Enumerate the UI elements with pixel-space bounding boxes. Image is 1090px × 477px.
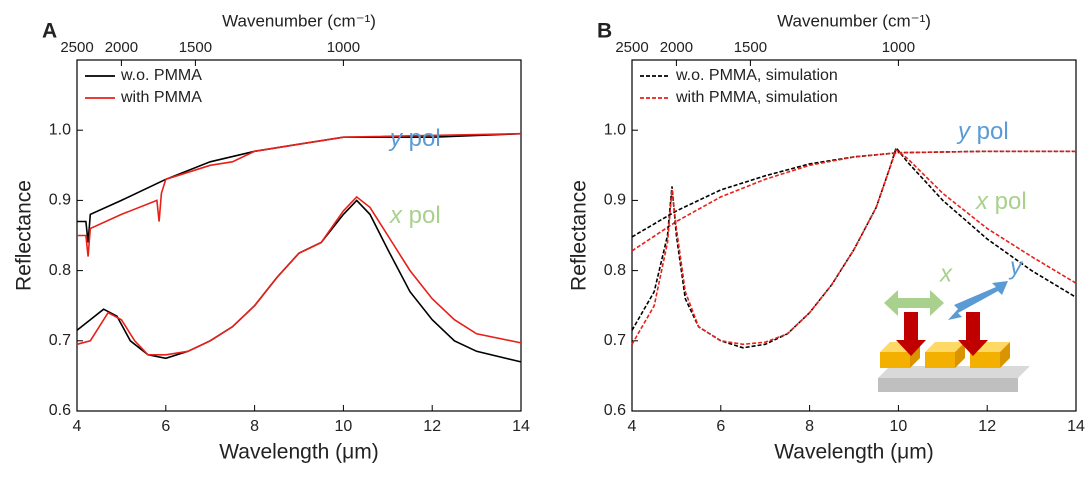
x-axis-label: Wavelength (μm) <box>219 441 379 464</box>
annotation-symbol: x <box>389 202 403 229</box>
annotation-symbol: y <box>956 118 972 145</box>
inset-label: y <box>1008 253 1024 280</box>
x-tick-label: 14 <box>1067 418 1085 435</box>
y-tick-label: 0.9 <box>49 192 71 209</box>
series-line <box>76 195 522 356</box>
series-line <box>631 148 1077 346</box>
y-axis-label: Reflectance <box>13 180 36 291</box>
annotation: y pol <box>956 118 1009 145</box>
series-line <box>77 132 522 257</box>
annotation-symbol: y <box>388 125 404 152</box>
x2-tick-label: 2000 <box>660 39 693 56</box>
plot-frame <box>76 59 522 412</box>
y-tick-label: 0.8 <box>49 262 71 279</box>
x-tick-label: 8 <box>805 418 814 435</box>
x-tick-label: 6 <box>716 418 725 435</box>
plot-frame <box>631 59 1077 412</box>
panel-label: A <box>42 20 57 43</box>
x2-tick-label: 2500 <box>60 39 93 56</box>
x-tick-label: 4 <box>73 418 82 435</box>
annotation-text: pol <box>995 188 1027 215</box>
legend-label: with PMMA <box>120 89 202 106</box>
inset-label: x <box>939 260 953 287</box>
y-tick-label: 1.0 <box>604 121 626 138</box>
x2-tick-label: 1500 <box>734 39 767 56</box>
x-tick-label: 6 <box>161 418 170 435</box>
x2-tick-label: 2000 <box>105 39 138 56</box>
panel-label: B <box>597 20 612 43</box>
annotation-space <box>402 202 409 229</box>
y-tick-label: 0.9 <box>604 192 626 209</box>
annotation-space <box>988 188 995 215</box>
series-line <box>631 150 1076 252</box>
x-tick-label: 12 <box>423 418 441 435</box>
y-tick-label: 0.6 <box>604 402 626 419</box>
x2-tick-label: 1500 <box>179 39 212 56</box>
annotation-space <box>402 125 409 152</box>
y-tick-label: 1.0 <box>49 121 71 138</box>
inset-device <box>878 281 1030 392</box>
legend-label: w.o. PMMA <box>120 67 202 84</box>
y-tick-label: 0.7 <box>49 332 71 349</box>
y-tick-label: 0.6 <box>49 402 71 419</box>
x-tick-label: 12 <box>978 418 996 435</box>
x-tick-label: 14 <box>512 418 530 435</box>
annotation-text: pol <box>409 125 441 152</box>
x2-tick-label: 1000 <box>882 39 915 56</box>
legend-label: with PMMA, simulation <box>675 89 838 106</box>
x2-tick-label: 1000 <box>327 39 360 56</box>
annotation: x pol <box>975 188 1027 215</box>
x-tick-label: 10 <box>890 418 908 435</box>
annotation-text: pol <box>977 118 1009 145</box>
x-tick-label: 4 <box>628 418 637 435</box>
series-line <box>76 199 522 363</box>
x-tick-label: 10 <box>335 418 353 435</box>
legend-label: w.o. PMMA, simulation <box>675 67 838 84</box>
x-axis-label: Wavelength (μm) <box>774 441 934 464</box>
y-tick-label: 0.7 <box>604 332 626 349</box>
annotation-space <box>970 118 977 145</box>
annotation-text: pol <box>409 202 441 229</box>
x2-tick-label: 2500 <box>615 39 648 56</box>
annotation-symbol: x <box>975 188 989 215</box>
y-tick-label: 0.8 <box>604 262 626 279</box>
y-axis-label: Reflectance <box>568 180 591 291</box>
annotation: y pol <box>388 125 441 152</box>
x2-axis-label: Wavenumber (cm⁻¹) <box>222 11 376 30</box>
x2-axis-label: Wavenumber (cm⁻¹) <box>777 11 931 30</box>
annotation: x pol <box>389 202 441 229</box>
series-line <box>77 132 522 243</box>
x-tick-label: 8 <box>250 418 259 435</box>
